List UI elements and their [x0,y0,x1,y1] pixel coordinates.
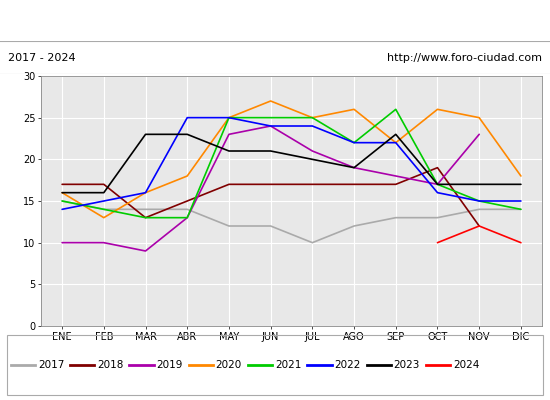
Text: 2017: 2017 [38,360,64,370]
Text: 2017 - 2024: 2017 - 2024 [8,53,76,63]
Text: 2020: 2020 [216,360,242,370]
Text: 2023: 2023 [394,360,420,370]
Text: 2019: 2019 [156,360,183,370]
Text: 2021: 2021 [275,360,301,370]
Text: 2022: 2022 [334,360,361,370]
Text: http://www.foro-ciudad.com: http://www.foro-ciudad.com [387,53,542,63]
Text: Evolucion del paro registrado en Torrebaja: Evolucion del paro registrado en Torreba… [134,14,416,28]
Text: 2018: 2018 [97,360,124,370]
Text: 2024: 2024 [453,360,479,370]
